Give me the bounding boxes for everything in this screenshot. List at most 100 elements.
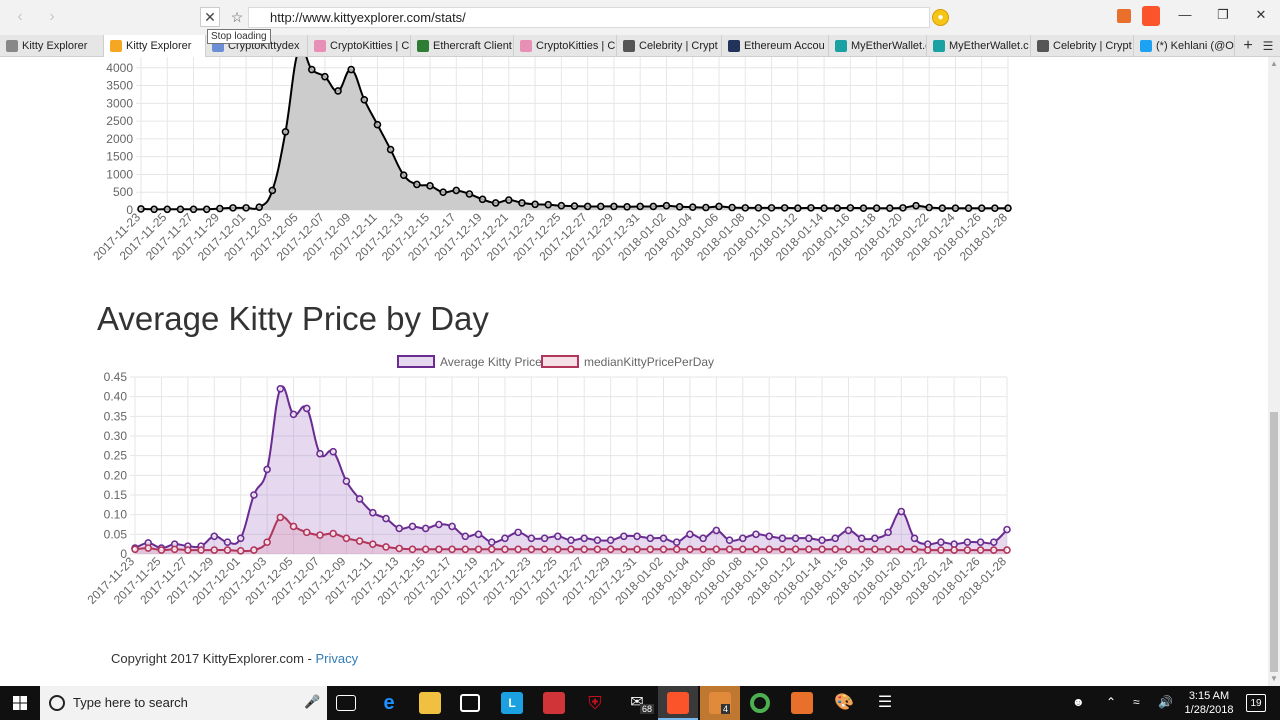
y-tick-label: 3500 [106, 79, 133, 93]
tab-6[interactable]: Celebrity | Crypt [617, 35, 722, 57]
taskbar: Type here to search 🎤 e L ⛨ ✉ 68 4 🎨 ☰ ☻… [0, 686, 1280, 720]
stop-loading-button[interactable]: ✕ [200, 7, 220, 27]
data-point [765, 545, 773, 554]
data-point [923, 546, 932, 554]
close-window-icon[interactable]: ✕ [1255, 7, 1267, 22]
tab-8[interactable]: MyEtherWallet.c [829, 35, 927, 57]
metamask-taskbar-icon[interactable] [791, 692, 813, 714]
data-point [885, 204, 894, 213]
data-point [688, 203, 697, 211]
forward-icon[interactable]: › [49, 8, 55, 25]
tab-1[interactable]: Kitty Explorer [104, 35, 206, 58]
legend-label-1: medianKittyPricePerDay [584, 355, 714, 369]
show-hidden-icons[interactable]: ⌃ [1106, 695, 1117, 709]
data-point [439, 188, 447, 197]
tab-0[interactable]: Kitty Explorer [0, 35, 104, 57]
extension-icon[interactable]: ● [932, 9, 949, 26]
data-point [421, 524, 430, 533]
data-point [302, 528, 311, 537]
data-point [307, 65, 316, 74]
microphone-icon[interactable]: 🎤 [304, 694, 321, 709]
notification-icon[interactable]: 19 [1246, 694, 1266, 712]
data-point [540, 534, 549, 543]
y-tick-label: 0.45 [104, 370, 128, 384]
data-point [989, 538, 998, 546]
data-point [938, 204, 947, 213]
page-content: 0 500 1000 1500 2000 2500 3000 3500 4000 2017-11-… [0, 57, 1268, 686]
data-point [831, 545, 840, 554]
data-point [289, 522, 298, 531]
file-explorer-icon[interactable] [419, 692, 441, 714]
y-tick-label: 0.10 [104, 508, 128, 522]
data-point [448, 522, 456, 531]
tab-11[interactable]: (*) Kehlani (@Of [1134, 35, 1235, 57]
chrome-icon[interactable] [750, 693, 770, 713]
task-view-icon[interactable] [336, 695, 356, 711]
scroll-down-icon[interactable]: ▼ [1270, 674, 1278, 683]
brave-taskbar-icon[interactable] [667, 692, 689, 714]
data-point [276, 384, 285, 393]
data-point [778, 545, 787, 554]
tab-menu-icon[interactable]: ☰ [1262, 39, 1274, 53]
tab-9[interactable]: MyEtherWallet.c [927, 35, 1031, 57]
address-bar[interactable]: http://www.kittyexplorer.com/stats/ [248, 7, 930, 28]
data-point [355, 537, 364, 545]
data-point [210, 532, 219, 541]
data-point [386, 145, 395, 154]
data-point [426, 182, 434, 190]
data-point [725, 545, 734, 554]
data-point [633, 545, 641, 554]
new-tab-icon[interactable]: + [1243, 37, 1253, 54]
data-point [1004, 204, 1012, 213]
celebrity-icon [623, 40, 635, 52]
data-point [448, 545, 456, 554]
chart-legend: Average Kitty Price medianKittyPricePerDa… [397, 355, 714, 369]
lync-icon[interactable]: L [501, 692, 523, 714]
tab-7[interactable]: Ethereum Accou [722, 35, 829, 57]
tab-3[interactable]: CryptoKitties | C [308, 35, 411, 57]
paint-icon[interactable]: 🎨 [834, 694, 854, 711]
tab-4[interactable]: Ethercraft Client [411, 35, 514, 57]
data-point [937, 546, 945, 554]
data-point [329, 529, 337, 538]
tab-10[interactable]: Celebrity | Crypt [1031, 35, 1134, 57]
database-icon[interactable]: ☰ [877, 694, 893, 711]
minimize-icon[interactable]: — [1178, 7, 1192, 22]
mcafee-icon[interactable]: ⛨ [588, 693, 602, 713]
back-icon[interactable]: ‹ [17, 8, 23, 25]
etherscan-icon [728, 40, 740, 52]
data-point [342, 477, 351, 486]
data-point [672, 545, 681, 554]
tab-5[interactable]: CryptoKitties | C [514, 35, 617, 57]
data-point [859, 204, 868, 213]
data-point [202, 205, 211, 214]
privacy-link[interactable]: Privacy [315, 651, 359, 666]
windows-start-icon[interactable] [0, 686, 40, 720]
data-point [236, 547, 245, 555]
bookmark-star-icon[interactable]: ☆ [230, 9, 244, 25]
y-tick-label: 1000 [106, 167, 133, 181]
data-point [157, 546, 166, 554]
y-tick-label: 500 [113, 185, 133, 199]
data-point [360, 95, 369, 104]
taskbar-search[interactable]: Type here to search 🎤 [40, 686, 327, 720]
wifi-icon[interactable]: ≈ [1133, 695, 1140, 709]
scroll-up-icon[interactable]: ▲ [1270, 59, 1278, 68]
store-icon[interactable] [460, 694, 480, 712]
data-point [184, 546, 192, 554]
edge-icon[interactable]: e [383, 692, 395, 714]
data-point [620, 545, 628, 554]
volume-icon[interactable]: 🔊 [1158, 695, 1173, 709]
tab-label: Ethercraft Client [433, 40, 512, 52]
tab-label: Kitty Explorer [126, 40, 192, 52]
data-point [991, 204, 999, 213]
brave-icon[interactable] [1142, 6, 1160, 26]
people-icon[interactable]: ☻ [1072, 695, 1085, 709]
page-scrollbar[interactable]: ▲ ▼ [1268, 57, 1280, 686]
clock[interactable]: 3:15 AM 1/28/2018 [1182, 689, 1236, 717]
data-point [580, 545, 589, 554]
scroll-thumb[interactable] [1270, 412, 1278, 672]
app-red-icon[interactable] [543, 692, 565, 714]
metamask-icon[interactable] [1117, 9, 1131, 23]
maximize-icon[interactable]: ❐ [1217, 7, 1229, 22]
